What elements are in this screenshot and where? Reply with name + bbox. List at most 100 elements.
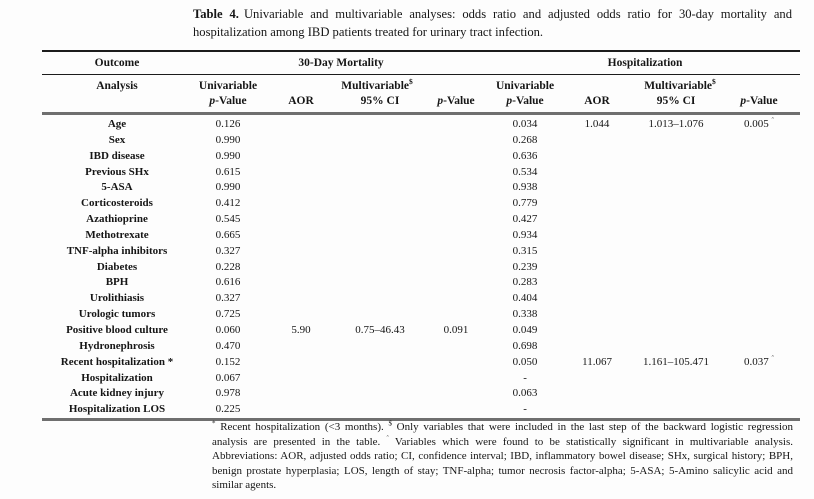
- table-row: 5-ASA 0.990 0.938: [42, 180, 800, 196]
- value-cell: [338, 291, 422, 307]
- value-cell: [264, 291, 338, 307]
- value-cell: [560, 228, 634, 244]
- value-cell: [338, 196, 422, 212]
- value-cell: [560, 339, 634, 355]
- value-cell: [560, 275, 634, 291]
- value-cell: [422, 133, 490, 149]
- value-cell: [560, 291, 634, 307]
- header-aor-hospitalization: AOR: [560, 94, 635, 115]
- value-cell: 0.938: [512, 181, 538, 194]
- value-cell: [264, 196, 338, 212]
- value-cell: 0.152: [215, 355, 241, 368]
- value-cell: [338, 228, 422, 244]
- analysis-cell: Sex: [108, 133, 126, 146]
- table-caption: Table 4. Univariable and multivariable an…: [193, 6, 792, 41]
- value-cell: [634, 402, 719, 422]
- table-row: Methotrexate 0.665 0.934: [42, 228, 800, 244]
- table-row: Hydronephrosis 0.470 0.698: [42, 339, 800, 355]
- value-cell: [718, 228, 800, 244]
- analysis-cell: Hydronephrosis: [79, 339, 155, 352]
- value-cell: [560, 244, 634, 260]
- value-cell: [422, 291, 490, 307]
- value-cell: [634, 133, 718, 149]
- value-cell: [634, 165, 718, 181]
- value-cell: [422, 386, 490, 402]
- value-cell: [718, 149, 800, 165]
- value-cell: [422, 339, 490, 355]
- table-footnote: * Recent hospitalization (<3 months). $ …: [212, 419, 793, 492]
- value-cell: 0.427: [512, 213, 538, 226]
- table-row: Recent hospitalization * 0.152 0.050 11.067…: [42, 355, 800, 371]
- value-cell: [422, 244, 490, 260]
- analysis-cell: Azathioprine: [86, 213, 148, 226]
- analysis-cell: Urologic tumors: [78, 308, 156, 321]
- value-cell: 0.990: [215, 133, 241, 146]
- value-cell: 1.013–1.076: [648, 118, 704, 130]
- value-cell: [422, 355, 490, 371]
- value-cell: [338, 212, 422, 228]
- value-cell: [718, 402, 801, 422]
- value-cell: [634, 149, 718, 165]
- value-cell: 1.161–105.471: [643, 355, 710, 368]
- value-cell: 0.037 ˆ: [744, 354, 775, 368]
- value-cell: [560, 371, 634, 387]
- value-cell: 11.067: [582, 355, 612, 368]
- value-cell: [560, 323, 634, 339]
- table-row: IBD disease 0.990 0.636: [42, 149, 800, 165]
- value-cell: [560, 133, 634, 149]
- value-cell: [422, 371, 490, 387]
- value-cell: [422, 149, 490, 165]
- table-row: Urologic tumors 0.725 0.338: [42, 307, 800, 323]
- value-cell: [338, 165, 422, 181]
- value-cell: 0.338: [512, 308, 538, 321]
- header-multivariable-mortality: Multivariable$: [264, 75, 490, 95]
- multivariable-footnote-marker: $: [712, 77, 716, 87]
- value-cell: [634, 386, 718, 402]
- value-cell: 0.034: [512, 118, 538, 130]
- value-cell: [338, 180, 422, 196]
- table-row: Hospitalization 0.067 -: [42, 371, 800, 387]
- header-univariable-hospitalization: Univariable: [495, 80, 555, 92]
- value-cell: [560, 149, 634, 165]
- value-cell: [718, 323, 800, 339]
- value-cell: [634, 307, 718, 323]
- value-cell: [718, 212, 800, 228]
- analysis-cell: IBD disease: [89, 149, 145, 162]
- value-cell: [422, 114, 490, 133]
- value-cell: 0.268: [512, 133, 538, 146]
- value-cell: [338, 133, 422, 149]
- value-cell: -: [523, 371, 527, 384]
- table-body: Age 0.126 0.034 1.044 1.013–1.076 0.005 ˆ Sex 0…: [42, 114, 801, 422]
- caption-label: Table 4.: [193, 7, 239, 21]
- value-cell: [338, 339, 422, 355]
- table-row: Previous SHx 0.615 0.534: [42, 165, 800, 181]
- header-30-day-mortality: 30-Day Mortality: [192, 51, 491, 75]
- table-row: Age 0.126 0.034 1.044 1.013–1.076 0.005 ˆ: [42, 114, 800, 133]
- value-cell: 0.665: [215, 228, 241, 241]
- table-row: Positive blood culture 0.060 5.90 0.75–46.4…: [42, 323, 800, 339]
- value-cell: [338, 355, 422, 371]
- value-cell: [634, 275, 718, 291]
- value-cell: 0.404: [512, 292, 538, 305]
- analysis-cell: Diabetes: [96, 260, 138, 273]
- table-row: Diabetes 0.228 0.239: [42, 260, 800, 276]
- header-ci-hospitalization: 95% CI: [634, 94, 719, 115]
- value-cell: [718, 275, 800, 291]
- value-cell: [422, 228, 490, 244]
- value-cell: 0.725: [215, 308, 241, 321]
- value-cell: [264, 339, 338, 355]
- header-p-value-multi-hospitalization: p-Value: [718, 94, 801, 115]
- value-cell: [338, 371, 422, 387]
- value-cell: [560, 307, 634, 323]
- value-cell: [634, 291, 718, 307]
- header-ci-mortality: 95% CI: [338, 94, 422, 115]
- group-header-row: Outcome 30-Day Mortality Hospitalization: [42, 51, 801, 75]
- analysis-cell: Corticosteroids: [81, 197, 153, 210]
- value-cell: [634, 244, 718, 260]
- table-row: Azathioprine 0.545 0.427: [42, 212, 800, 228]
- value-cell: [634, 371, 718, 387]
- value-cell: 1.044: [584, 118, 610, 130]
- value-cell: 0.091: [443, 323, 469, 336]
- value-cell: [718, 371, 800, 387]
- value-cell: [718, 291, 800, 307]
